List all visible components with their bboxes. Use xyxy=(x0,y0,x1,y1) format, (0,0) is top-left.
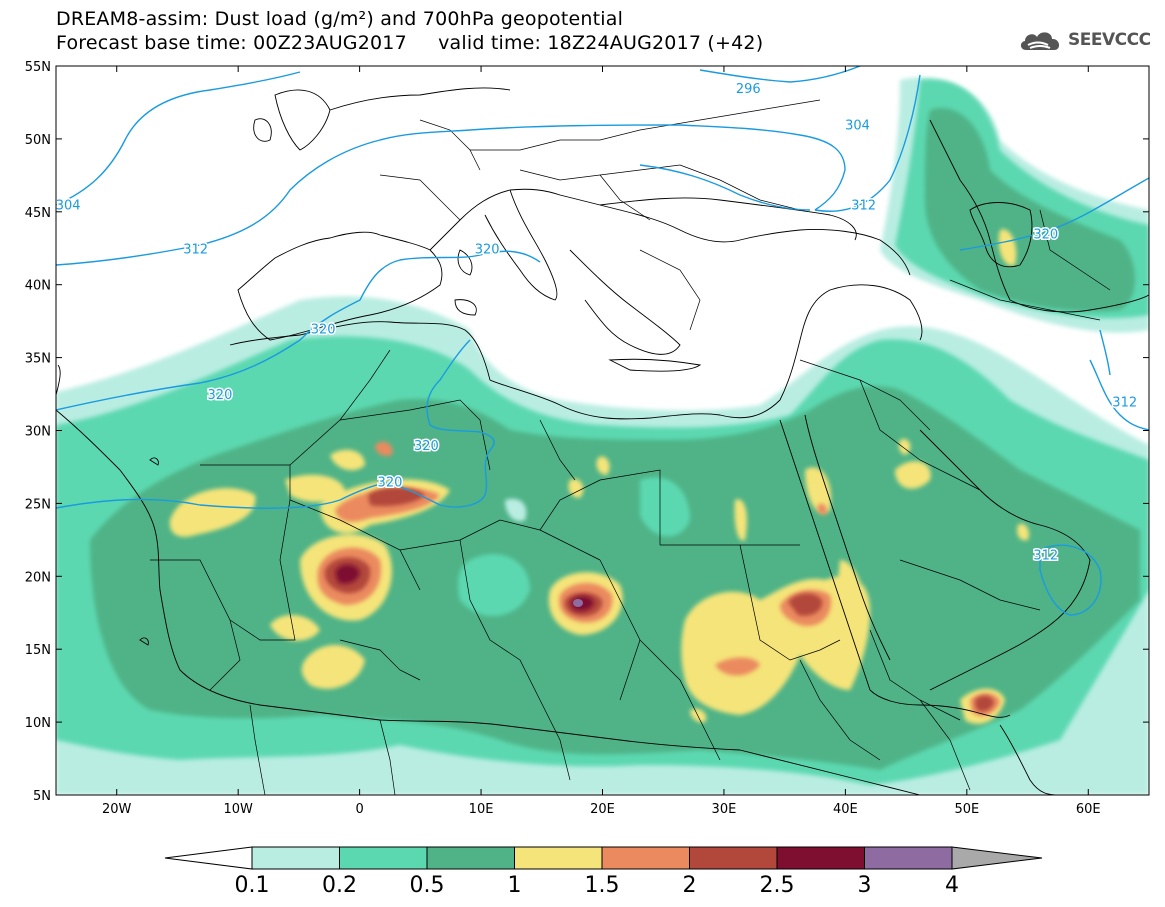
lat-tick-label: 25N xyxy=(25,497,51,512)
seevccc-logo: SEEVCCC xyxy=(1018,26,1151,54)
contour-label: 320 xyxy=(1033,228,1058,243)
dust-contour-3 xyxy=(573,599,583,607)
contour-label: 312 xyxy=(1112,395,1137,410)
cloud-logo-icon xyxy=(1020,32,1060,50)
colorbar-swatch xyxy=(426,846,515,870)
contour-label: 320 xyxy=(475,242,500,257)
lon-tick-label: 20E xyxy=(590,802,615,817)
contour-320-east-tail xyxy=(1099,329,1111,376)
contour-label: 304 xyxy=(56,199,81,214)
colorbar-swatch xyxy=(601,846,690,870)
colorbar-swatch xyxy=(776,846,865,870)
dust-field: 296 304 304 312 312 312 312 320 320 320 320 320 320 xyxy=(56,66,1149,795)
country-borders xyxy=(150,99,1111,795)
title-line-1: DREAM8-assim: Dust load (g/m²) and 700hP… xyxy=(56,8,624,30)
dust-gap-libya xyxy=(505,498,527,522)
contour-labels: 296 304 304 312 312 312 312 320 320 320 320 320 320 xyxy=(56,80,1139,565)
contour-304-east xyxy=(469,124,846,211)
colorbar-swatch xyxy=(339,846,428,870)
lat-tick-label: 45N xyxy=(25,206,51,221)
colorbar-label: 1.5 xyxy=(585,873,620,898)
geopotential-contours xyxy=(56,66,1149,616)
lat-tick-label: 15N xyxy=(25,643,51,658)
contour-label: 320 xyxy=(208,388,233,403)
lat-tick-label: 40N xyxy=(25,279,51,294)
lat-tick-label: 35N xyxy=(25,352,51,367)
colorbar-swatch xyxy=(864,846,953,870)
contour-320-main xyxy=(56,250,541,411)
colorbar-high-arrow xyxy=(951,846,1043,870)
lon-axis: 20W 10W 0 10E 20E 30E 40E 50E 60E xyxy=(102,66,1101,817)
lat-tick-label: 30N xyxy=(25,425,51,440)
contour-312-arabia xyxy=(1089,359,1149,431)
colorbar-label: 1 xyxy=(508,873,522,898)
colorbar-label: 3 xyxy=(858,873,872,898)
colorbar-swatch xyxy=(251,846,340,870)
lon-tick-label: 10W xyxy=(223,802,253,817)
lat-tick-label: 10N xyxy=(25,716,51,731)
lat-tick-label: 5N xyxy=(33,789,51,804)
colorbar-label: 4 xyxy=(945,873,959,898)
contour-296 xyxy=(699,66,861,83)
lon-tick-label: 50E xyxy=(954,802,979,817)
contour-label: 312 xyxy=(183,242,208,257)
contour-label: 312 xyxy=(851,199,876,214)
colorbar-label: 2 xyxy=(683,873,697,898)
dust-gap-chad xyxy=(458,554,530,617)
lon-tick-label: 60E xyxy=(1076,802,1101,817)
contour-312-east xyxy=(639,164,811,211)
lon-tick-label: 10E xyxy=(469,802,494,817)
colorbar-label: 2.5 xyxy=(760,873,795,898)
lon-tick-label: 40E xyxy=(833,802,858,817)
colorbar-label: 0.1 xyxy=(235,873,270,898)
contour-320-ne xyxy=(959,177,1149,251)
logo-text: SEEVCCC xyxy=(1068,30,1151,50)
contour-312-north xyxy=(814,74,921,212)
colorbar-group: 0.1 0.2 0.5 1 1.5 2 2.5 3 4 xyxy=(164,846,1043,898)
colorbar-label: 0.2 xyxy=(322,873,357,898)
colorbar-label: 0.5 xyxy=(410,873,445,898)
lat-tick-label: 55N xyxy=(25,60,51,75)
contour-304-west xyxy=(56,71,301,206)
lon-tick-label: 30E xyxy=(712,802,737,817)
contour-label: 296 xyxy=(736,82,761,97)
title-line-2: Forecast base time: 00Z23AUG2017 valid t… xyxy=(56,32,764,54)
contour-320-south xyxy=(56,339,495,509)
colorbar-swatch xyxy=(514,846,603,870)
lat-tick-label: 50N xyxy=(25,133,51,148)
lat-tick-label: 20N xyxy=(25,570,51,585)
coastlines xyxy=(56,87,1149,795)
lat-axis: 55N 50N 45N 40N 35N 30N 25N 20N 15N 10N 5N xyxy=(25,60,1149,804)
contour-312-west xyxy=(56,129,471,266)
contour-label: 312 xyxy=(1033,548,1058,563)
dust-gap-sudan xyxy=(640,477,690,537)
contour-312-oman xyxy=(1039,544,1102,616)
lon-tick-label: 20W xyxy=(102,802,132,817)
colorbar-swatch xyxy=(689,846,778,870)
colorbar-low-arrow xyxy=(164,846,253,870)
lon-tick-label: 0 xyxy=(355,802,363,817)
contour-label: 320 xyxy=(378,476,403,491)
contour-label: 320 xyxy=(311,322,336,337)
contour-label: 320 xyxy=(414,439,439,454)
contour-label: 304 xyxy=(845,118,870,133)
